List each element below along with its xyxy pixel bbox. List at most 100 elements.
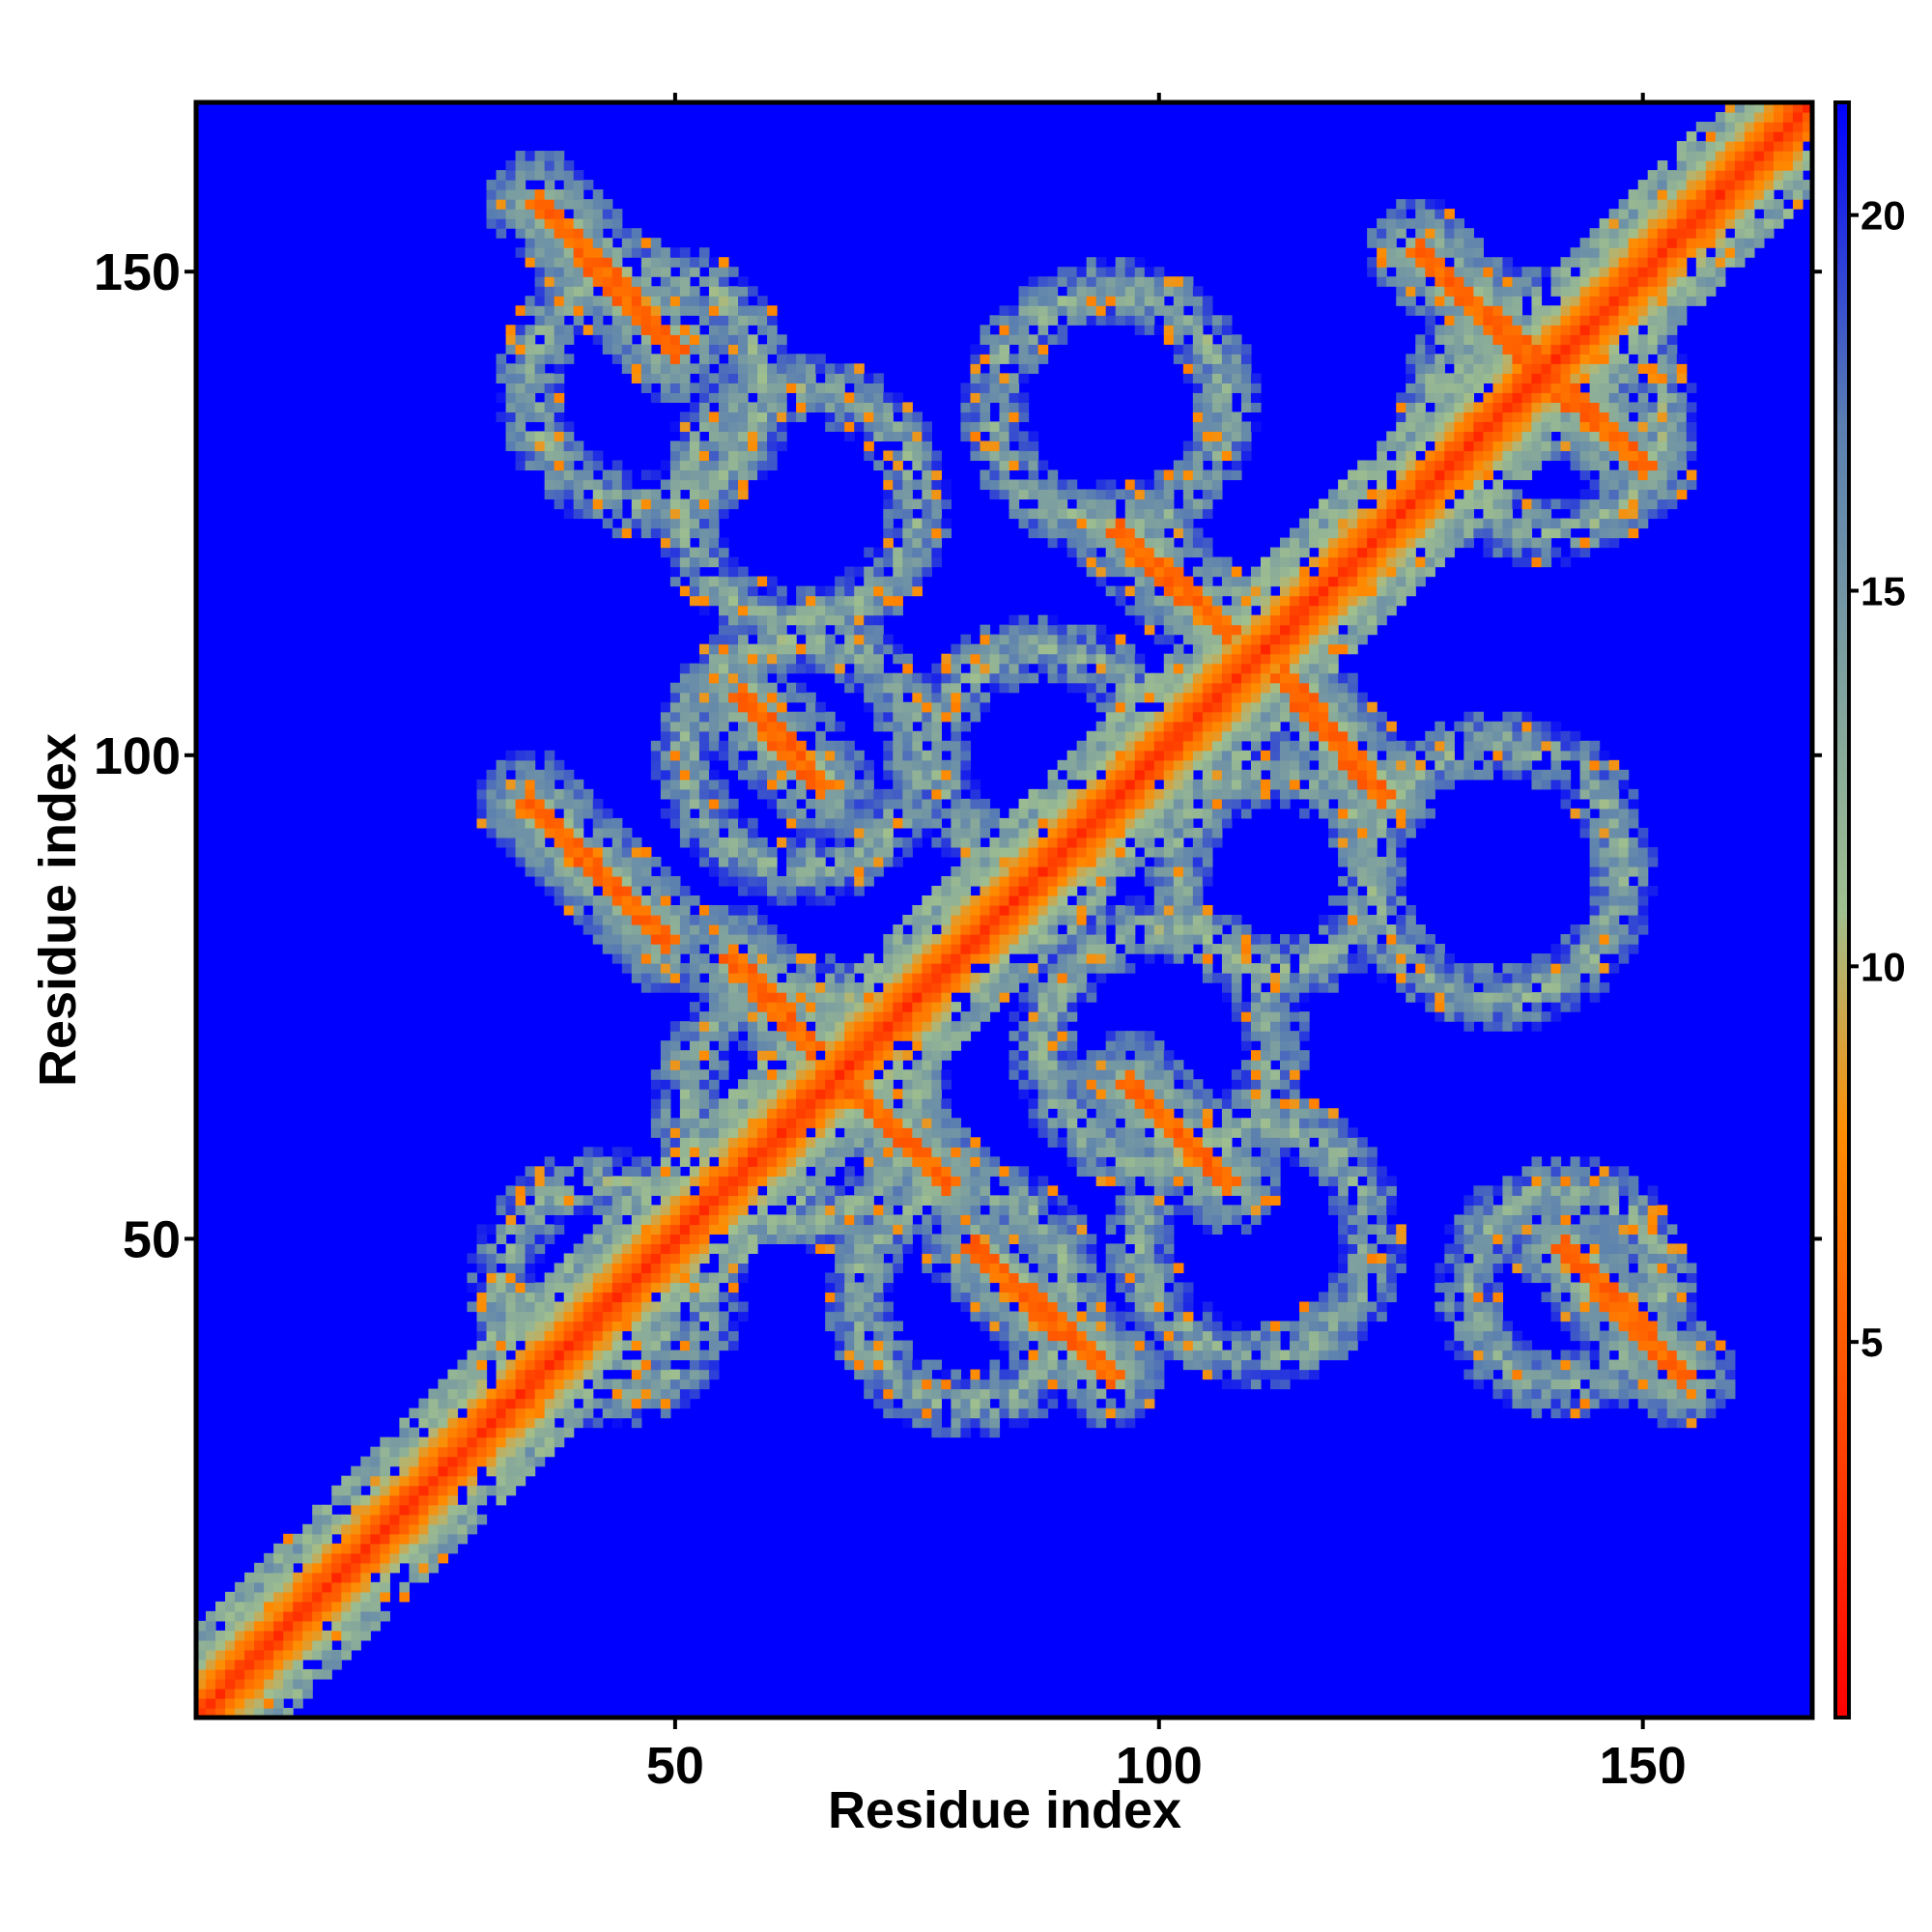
heatmap-cell (815, 1137, 826, 1148)
heatmap-cell (689, 701, 700, 713)
heatmap-cell (960, 672, 972, 684)
heatmap-cell (679, 1263, 691, 1274)
heatmap-cell (902, 759, 913, 771)
heatmap-cell (873, 1040, 884, 1051)
heatmap-cell (1066, 267, 1078, 277)
heatmap-cell (708, 643, 720, 655)
heatmap-cell (544, 257, 555, 268)
heatmap-cell (1066, 1127, 1078, 1138)
heatmap-cell (496, 199, 507, 210)
heatmap-cell (244, 1659, 255, 1670)
heatmap-cell (922, 750, 932, 761)
heatmap-cell (922, 1234, 932, 1245)
heatmap-cell (1037, 1369, 1049, 1380)
heatmap-cell (777, 1079, 787, 1090)
heatmap-cell (573, 1156, 584, 1167)
heatmap-cell (931, 1108, 942, 1119)
heatmap-cell (873, 973, 884, 983)
heatmap-cell (669, 1321, 681, 1332)
heatmap-cell (650, 1388, 662, 1400)
heatmap-cell (602, 218, 613, 229)
heatmap-cell (264, 1552, 274, 1564)
heatmap-cell (748, 315, 758, 326)
heatmap-cell (854, 1369, 865, 1380)
heatmap-cell (582, 856, 594, 867)
heatmap-cell (621, 1378, 633, 1390)
heatmap-cell (1066, 1359, 1078, 1371)
heatmap-cell (806, 373, 816, 384)
heatmap-cell (389, 1504, 400, 1516)
heatmap-cell (534, 1214, 546, 1225)
heatmap-cell (582, 508, 594, 520)
heatmap-cell (1018, 1050, 1030, 1061)
heatmap-cell (515, 421, 526, 433)
heatmap-cell (679, 412, 691, 422)
heatmap-cell (718, 653, 729, 665)
heatmap-cell (748, 1214, 758, 1225)
heatmap-cell (573, 1340, 584, 1351)
heatmap-cell (864, 798, 874, 810)
heatmap-cell (727, 334, 739, 345)
heatmap-cell (689, 788, 700, 800)
heatmap-cell (1047, 1031, 1059, 1041)
heatmap-cell (854, 866, 865, 877)
heatmap-cell (718, 856, 729, 867)
heatmap-cell (883, 421, 894, 433)
heatmap-cell (525, 296, 536, 306)
heatmap-cell (698, 1369, 710, 1380)
heatmap-cell (428, 1446, 440, 1458)
heatmap-cell (544, 1195, 555, 1206)
heatmap-cell (825, 1040, 836, 1051)
heatmap-cell (767, 315, 778, 326)
heatmap-cell (341, 1485, 352, 1496)
heatmap-cell (951, 1195, 962, 1206)
heatmap-cell (1076, 1340, 1088, 1351)
heatmap-cell (563, 1417, 575, 1429)
heatmap-cell (1066, 827, 1078, 838)
heatmap-cell (476, 1398, 488, 1409)
heatmap-cell (844, 624, 855, 636)
heatmap-cell (767, 402, 778, 412)
heatmap-cell (941, 1185, 952, 1196)
heatmap-cell (534, 1282, 546, 1293)
heatmap-cell (322, 1581, 332, 1593)
heatmap-cell (1028, 963, 1039, 974)
heatmap-cell (718, 1272, 729, 1284)
heatmap-cell (611, 527, 623, 539)
heatmap-cell (573, 479, 584, 491)
heatmap-cell (708, 973, 720, 983)
heatmap-cell (563, 1282, 575, 1293)
heatmap-cell (1057, 634, 1068, 645)
heatmap-cell (689, 334, 700, 345)
heatmap-cell (264, 1678, 274, 1690)
heatmap-cell (718, 1166, 729, 1177)
heatmap-cell (796, 817, 807, 829)
heatmap-cell (669, 547, 681, 558)
heatmap-cell (1028, 450, 1039, 462)
heatmap-cell (525, 1301, 536, 1313)
heatmap-cell (922, 730, 932, 742)
heatmap-cell (621, 228, 633, 239)
heatmap-cell (1028, 1272, 1039, 1284)
heatmap-cell (679, 788, 691, 800)
heatmap-cell (1047, 1214, 1059, 1225)
heatmap-cell (931, 547, 942, 558)
heatmap-cell (786, 1118, 797, 1128)
heatmap-cell (438, 1398, 449, 1409)
heatmap-cell (525, 1282, 536, 1293)
heatmap-cell (602, 296, 613, 306)
heatmap-cell (1028, 1079, 1039, 1090)
heatmap-cell (767, 373, 778, 384)
heatmap-cells (196, 102, 1813, 1719)
heatmap-cell (689, 692, 700, 703)
heatmap-cell (244, 1639, 255, 1651)
heatmap-cell (806, 392, 816, 403)
heatmap-cell (264, 1668, 274, 1680)
heatmap-cell (883, 1185, 894, 1196)
heatmap-cell (825, 895, 836, 906)
heatmap-cell (1037, 1069, 1049, 1080)
heatmap-cell (582, 479, 594, 491)
heatmap-cell (825, 769, 836, 781)
heatmap-cell (970, 1388, 981, 1400)
heatmap-cell (534, 1417, 546, 1429)
